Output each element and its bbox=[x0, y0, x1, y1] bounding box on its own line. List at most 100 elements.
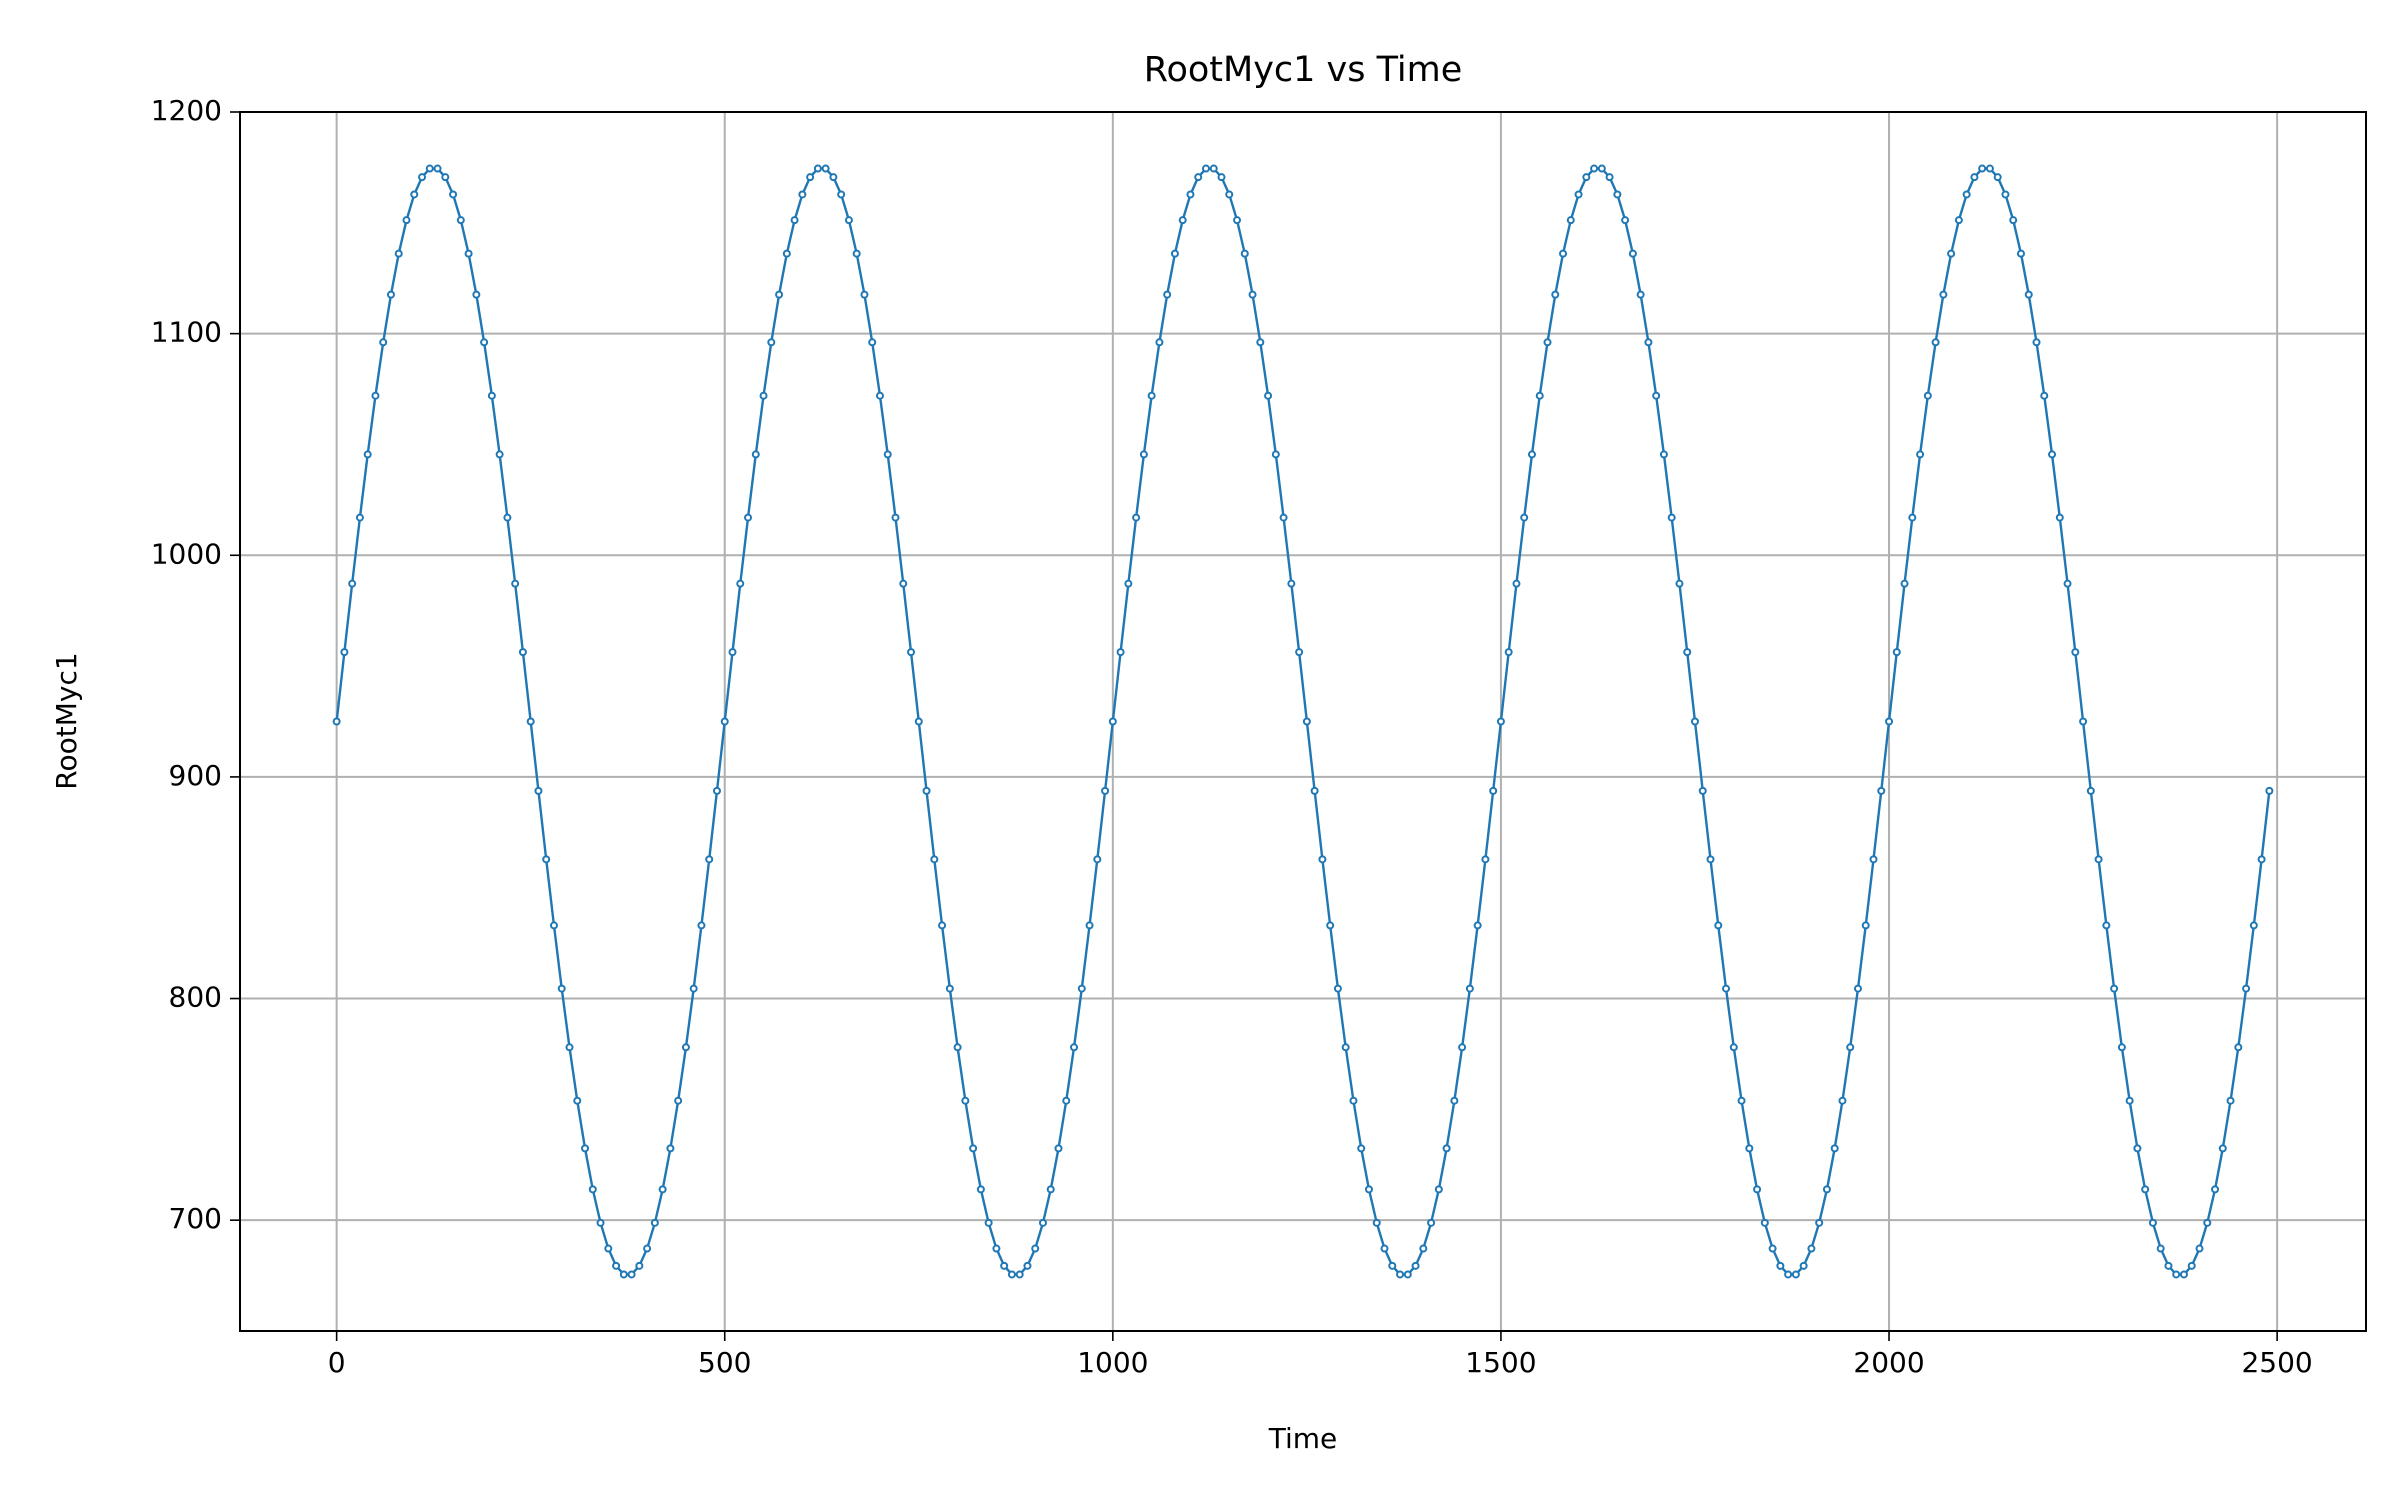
data-point bbox=[1985, 164, 1994, 173]
x-tick-label: 1500 bbox=[1465, 1346, 1536, 1379]
data-point bbox=[1054, 1144, 1063, 1153]
data-point bbox=[728, 648, 737, 657]
data-point bbox=[2001, 190, 2010, 199]
data-point bbox=[1760, 1218, 1769, 1227]
data-point bbox=[666, 1144, 675, 1153]
data-point bbox=[511, 579, 520, 588]
data-point bbox=[612, 1261, 621, 1270]
data-point bbox=[1644, 338, 1653, 347]
data-point bbox=[720, 717, 729, 726]
data-point bbox=[2179, 1270, 2188, 1279]
data-point bbox=[1962, 190, 1971, 199]
data-point bbox=[1458, 1043, 1467, 1052]
data-point bbox=[899, 579, 908, 588]
data-point bbox=[2172, 1270, 2181, 1279]
data-point bbox=[1380, 1244, 1389, 1253]
data-point bbox=[2141, 1185, 2150, 1194]
data-point bbox=[806, 173, 815, 182]
data-point bbox=[1885, 717, 1894, 726]
data-point bbox=[868, 338, 877, 347]
x-tick-label: 2000 bbox=[1853, 1346, 1924, 1379]
data-point bbox=[2125, 1096, 2134, 1105]
data-point bbox=[2133, 1144, 2142, 1153]
data-point bbox=[557, 984, 566, 993]
data-point bbox=[1046, 1185, 1055, 1194]
data-point bbox=[891, 513, 900, 522]
data-point bbox=[1737, 1096, 1746, 1105]
data-point bbox=[1364, 1185, 1373, 1194]
data-point bbox=[1108, 717, 1117, 726]
data-point bbox=[2164, 1261, 2173, 1270]
data-point bbox=[1442, 1144, 1451, 1153]
data-point bbox=[736, 579, 745, 588]
x-axis-label: Time bbox=[1268, 1422, 1338, 1455]
x-tick-label: 2500 bbox=[2241, 1346, 2312, 1379]
y-tick-label: 700 bbox=[169, 1202, 222, 1235]
data-point bbox=[1784, 1270, 1793, 1279]
data-point bbox=[348, 579, 357, 588]
data-point bbox=[1590, 164, 1599, 173]
data-point bbox=[1341, 1043, 1350, 1052]
data-point bbox=[495, 450, 504, 459]
data-point bbox=[1559, 249, 1568, 258]
data-point bbox=[751, 450, 760, 459]
data-point bbox=[2265, 786, 2274, 795]
data-point bbox=[744, 513, 753, 522]
data-point bbox=[2242, 984, 2251, 993]
data-point bbox=[829, 173, 838, 182]
data-point bbox=[1178, 216, 1187, 225]
data-point bbox=[526, 717, 535, 726]
y-tick-label: 1000 bbox=[151, 537, 222, 570]
data-point bbox=[1605, 173, 1614, 182]
data-point bbox=[1916, 450, 1925, 459]
data-point bbox=[1139, 450, 1148, 459]
data-point bbox=[1799, 1261, 1808, 1270]
data-point bbox=[464, 249, 473, 258]
data-point bbox=[1978, 164, 1987, 173]
data-point bbox=[581, 1144, 590, 1153]
data-point bbox=[1465, 984, 1474, 993]
data-point bbox=[2187, 1261, 2196, 1270]
data-point bbox=[759, 391, 768, 400]
data-point bbox=[542, 855, 551, 864]
data-point bbox=[2257, 855, 2266, 864]
data-point bbox=[2048, 450, 2057, 459]
data-point bbox=[1062, 1096, 1071, 1105]
data-point bbox=[1201, 164, 1210, 173]
data-point bbox=[1846, 1043, 1855, 1052]
data-point bbox=[1233, 216, 1242, 225]
x-tick-label: 500 bbox=[698, 1346, 751, 1379]
data-point bbox=[1015, 1270, 1024, 1279]
data-point bbox=[2016, 249, 2025, 258]
data-point bbox=[1690, 717, 1699, 726]
data-point bbox=[394, 249, 403, 258]
data-point bbox=[1489, 786, 1498, 795]
data-point bbox=[1132, 513, 1141, 522]
data-point bbox=[1007, 1270, 1016, 1279]
data-point bbox=[425, 164, 434, 173]
data-point bbox=[402, 216, 411, 225]
data-point bbox=[712, 786, 721, 795]
data-point bbox=[674, 1096, 683, 1105]
data-point bbox=[705, 855, 714, 864]
data-point bbox=[2079, 717, 2088, 726]
data-point bbox=[1791, 1270, 1800, 1279]
data-point bbox=[2063, 579, 2072, 588]
data-point bbox=[930, 855, 939, 864]
data-line bbox=[335, 167, 2271, 1276]
data-point bbox=[875, 391, 884, 400]
data-point bbox=[1194, 173, 1203, 182]
data-point bbox=[2156, 1244, 2165, 1253]
y-tick-label: 800 bbox=[169, 981, 222, 1014]
data-point bbox=[782, 249, 791, 258]
data-point bbox=[1698, 786, 1707, 795]
data-point bbox=[914, 717, 923, 726]
data-point bbox=[1504, 648, 1513, 657]
data-point bbox=[1993, 173, 2002, 182]
data-point bbox=[1970, 173, 1979, 182]
data-point bbox=[2110, 984, 2119, 993]
data-point bbox=[689, 984, 698, 993]
x-tick-label: 0 bbox=[328, 1346, 346, 1379]
data-point bbox=[1333, 984, 1342, 993]
data-point bbox=[619, 1270, 628, 1279]
